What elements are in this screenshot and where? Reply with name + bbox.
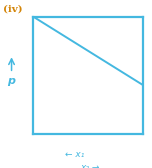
Text: x₂ →: x₂ → xyxy=(81,163,100,168)
Text: (iv): (iv) xyxy=(3,4,22,13)
Text: ← x₁: ← x₁ xyxy=(65,150,85,159)
Text: p: p xyxy=(8,76,16,86)
